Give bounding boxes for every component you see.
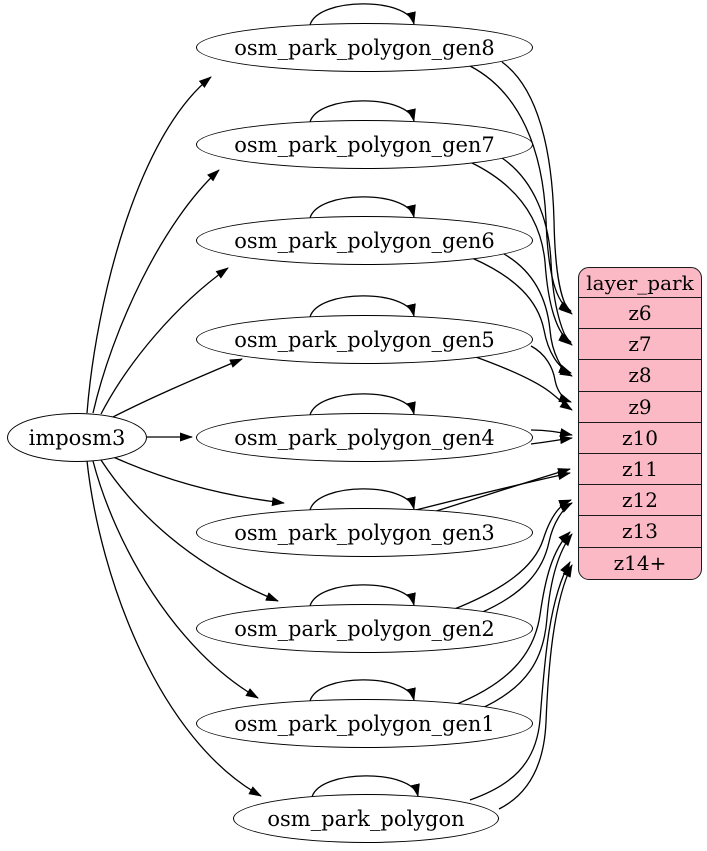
layer-park-record: layer_park z6 z7 z8 z9 z10 z11 z12 z13 z… bbox=[578, 267, 702, 580]
node-label: osm_park_polygon_gen2 bbox=[234, 616, 495, 641]
node-label: osm_park_polygon_gen6 bbox=[234, 228, 495, 253]
zoom-row-z11: z11 bbox=[579, 454, 701, 486]
layer-park-header: layer_park bbox=[579, 268, 701, 298]
node-label: osm_park_polygon_gen4 bbox=[234, 425, 495, 450]
node-label: osm_park_polygon_gen5 bbox=[234, 327, 495, 352]
node-osm-park-polygon-gen5: osm_park_polygon_gen5 bbox=[196, 315, 533, 364]
node-osm-park-polygon-gen7: osm_park_polygon_gen7 bbox=[196, 120, 533, 169]
zoom-row-z12: z12 bbox=[579, 485, 701, 517]
zoom-row-z8: z8 bbox=[579, 360, 701, 392]
node-label: osm_park_polygon bbox=[267, 806, 465, 831]
node-label: osm_park_polygon_gen1 bbox=[234, 711, 495, 736]
node-label: osm_park_polygon_gen3 bbox=[234, 520, 495, 545]
node-osm-park-polygon-gen8: osm_park_polygon_gen8 bbox=[196, 23, 533, 72]
node-osm-park-polygon-gen3: osm_park_polygon_gen3 bbox=[196, 508, 533, 557]
zoom-row-z13: z13 bbox=[579, 516, 701, 548]
node-osm-park-polygon-gen1: osm_park_polygon_gen1 bbox=[196, 699, 533, 748]
node-imposm3-label: imposm3 bbox=[28, 425, 126, 450]
zoom-row-z9: z9 bbox=[579, 392, 701, 423]
zoom-row-z14plus: z14+ bbox=[613, 551, 667, 576]
edges-self-loops bbox=[309, 3, 420, 798]
node-osm-park-polygon-gen4: osm_park_polygon_gen4 bbox=[196, 413, 533, 462]
zoom-row-z10: z10 bbox=[579, 423, 701, 454]
zoom-row-z6: z6 bbox=[579, 298, 701, 330]
node-label: osm_park_polygon_gen8 bbox=[234, 35, 495, 60]
node-imposm3: imposm3 bbox=[7, 413, 147, 462]
node-osm-park-polygon-gen6: osm_park_polygon_gen6 bbox=[196, 216, 533, 265]
zoom-row-z7: z7 bbox=[579, 329, 701, 361]
edges-imposm3-to-tables bbox=[86, 76, 285, 797]
node-osm-park-polygon-gen2: osm_park_polygon_gen2 bbox=[196, 604, 533, 653]
node-label: osm_park_polygon_gen7 bbox=[234, 132, 495, 157]
node-osm-park-polygon: osm_park_polygon bbox=[233, 794, 499, 843]
edges-tables-to-zoom-rows bbox=[399, 61, 573, 810]
